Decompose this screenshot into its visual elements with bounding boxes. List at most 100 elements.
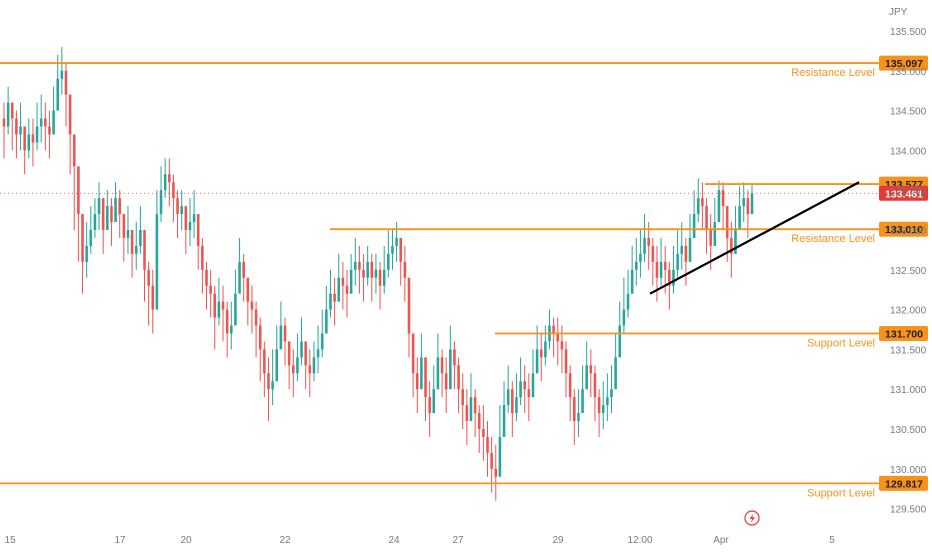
candle-body xyxy=(399,237,403,262)
candle-body xyxy=(19,126,22,135)
candle-body xyxy=(382,269,386,286)
candle xyxy=(130,230,134,278)
candle-body xyxy=(663,261,667,270)
candle xyxy=(275,325,279,382)
level-name: Resistance Level xyxy=(791,67,875,79)
candle-body xyxy=(411,333,415,374)
candle-body xyxy=(308,365,312,374)
candle-body xyxy=(196,214,200,246)
level-price-tag: 129.817 xyxy=(879,475,928,491)
candle-body xyxy=(250,301,254,310)
candle-body xyxy=(614,357,617,390)
candle-body xyxy=(606,397,609,406)
candle-body xyxy=(254,309,258,326)
candle-body xyxy=(258,325,262,350)
candle xyxy=(403,245,407,302)
level-price-tag: 133.010 xyxy=(879,221,928,237)
candle xyxy=(333,277,336,326)
candle-body xyxy=(461,389,464,406)
candle xyxy=(27,118,31,159)
candle-body xyxy=(692,214,696,238)
candle-body xyxy=(155,214,159,310)
candle-body xyxy=(515,397,518,414)
candle-body xyxy=(680,245,684,254)
candle xyxy=(19,102,22,151)
candle-body xyxy=(279,325,283,350)
candle-body xyxy=(635,261,638,270)
candle-body xyxy=(672,269,675,286)
candle xyxy=(531,349,535,398)
candle xyxy=(564,341,568,398)
candle xyxy=(415,357,419,414)
candle-body xyxy=(263,349,266,374)
candle xyxy=(519,357,522,406)
candle-body xyxy=(490,452,493,469)
candle xyxy=(482,405,485,461)
candle-body xyxy=(122,214,126,238)
candle-body xyxy=(387,253,390,270)
candle-body xyxy=(370,261,374,278)
level-name: Support Level xyxy=(807,337,875,349)
candle-body xyxy=(217,301,221,318)
y-tick-label: 132.000 xyxy=(890,306,927,317)
candle-body xyxy=(696,198,700,215)
candle-body xyxy=(573,397,576,422)
candle-body xyxy=(568,373,572,398)
candle xyxy=(382,245,386,294)
candle xyxy=(585,341,588,390)
candle xyxy=(453,341,456,390)
candle-body xyxy=(498,436,502,477)
candle-body xyxy=(35,126,39,143)
candle xyxy=(469,373,473,422)
candle xyxy=(316,325,320,374)
time-axis[interactable]: 15 17 20 22 24 27 29 12:00 Apr 5 xyxy=(4,535,835,546)
candle xyxy=(506,365,510,414)
current-price-tag: 133.461 xyxy=(879,185,928,201)
x-tick-label: 27 xyxy=(452,535,464,546)
candle-body xyxy=(283,325,287,342)
candle xyxy=(672,245,675,294)
candle-body xyxy=(163,174,167,191)
candle xyxy=(717,180,721,223)
level-tag-label: 133.010 xyxy=(885,224,923,236)
candle-body xyxy=(68,94,72,135)
candle xyxy=(246,277,250,326)
candle-body xyxy=(378,269,382,286)
candle xyxy=(573,389,576,445)
candle xyxy=(721,182,725,230)
candle-body xyxy=(506,389,510,406)
current-price-bg xyxy=(879,185,928,201)
level-name: Support Level xyxy=(807,487,875,499)
candle-body xyxy=(168,174,171,183)
candle-body xyxy=(734,230,737,254)
candle-body xyxy=(60,70,64,79)
level-tag-label: 131.700 xyxy=(885,328,923,340)
candle-body xyxy=(89,230,93,246)
candle xyxy=(655,245,659,302)
candle xyxy=(10,102,14,151)
candle xyxy=(304,341,307,390)
candle-body xyxy=(511,389,514,414)
candle-body xyxy=(444,373,448,390)
flash-icon[interactable] xyxy=(744,510,760,526)
candle-body xyxy=(192,214,196,223)
candle-body xyxy=(618,325,622,358)
x-tick-label: 15 xyxy=(4,535,16,546)
candle xyxy=(544,325,547,366)
candle xyxy=(651,237,655,286)
candle xyxy=(147,261,150,326)
candle-body xyxy=(134,245,138,254)
candle-body xyxy=(585,365,588,390)
candle-body xyxy=(655,261,659,278)
candle-body xyxy=(713,222,717,246)
candle-body xyxy=(230,325,233,334)
candle xyxy=(618,301,622,358)
candle-body xyxy=(101,198,105,230)
candle-body xyxy=(407,277,411,334)
candle xyxy=(345,269,349,318)
candle xyxy=(64,62,68,127)
price-axis[interactable]: JPY 135.500 135.000 134.500 134.000 133.500 1… xyxy=(889,7,927,516)
candle xyxy=(287,341,291,390)
x-tick-label: 12:00 xyxy=(627,535,652,546)
